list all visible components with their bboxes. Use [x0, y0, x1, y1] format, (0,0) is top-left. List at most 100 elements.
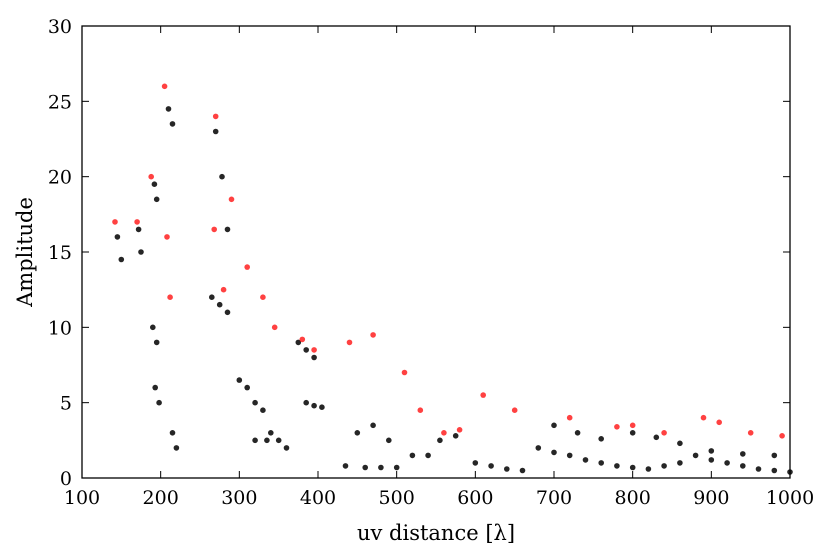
data-point: [598, 460, 604, 466]
data-point: [747, 430, 754, 436]
x-tick-label: 100: [64, 487, 100, 509]
data-point: [224, 309, 231, 316]
plot-frame: [81, 25, 791, 479]
data-point: [504, 466, 510, 472]
data-point: [173, 445, 180, 451]
data-point: [370, 422, 376, 429]
data-point: [112, 219, 118, 225]
data-point: [216, 301, 223, 308]
data-point: [152, 384, 158, 391]
data-point: [598, 436, 604, 442]
data-point: [645, 466, 652, 472]
data-point: [692, 452, 699, 459]
x-tick-label: 700: [536, 487, 572, 509]
data-point: [319, 404, 325, 411]
data-point: [551, 422, 557, 429]
y-tick-label: 0: [60, 468, 72, 490]
data-point: [169, 121, 176, 127]
data-point: [164, 234, 170, 240]
data-point: [535, 445, 542, 451]
x-tick-label: 900: [693, 487, 729, 509]
data-point: [755, 466, 762, 472]
data-point: [169, 430, 176, 436]
data-point: [244, 264, 250, 270]
data-point: [271, 324, 278, 331]
data-point: [295, 339, 302, 346]
x-tick-label: 600: [457, 487, 493, 509]
data-point: [212, 113, 219, 120]
data-point: [268, 430, 274, 436]
data-point: [311, 347, 317, 353]
data-point: [151, 181, 158, 187]
data-point: [661, 430, 667, 436]
data-point: [629, 464, 636, 471]
data-point: [677, 440, 683, 447]
data-point: [393, 464, 400, 471]
data-point: [134, 219, 140, 225]
data-point: [228, 196, 235, 203]
data-point: [566, 414, 573, 421]
data-point: [779, 433, 785, 439]
data-point: [629, 422, 636, 429]
data-point: [425, 452, 431, 459]
y-tick-label: 5: [60, 393, 72, 415]
data-point: [236, 377, 243, 383]
data-point: [346, 339, 353, 346]
x-tick-label: 200: [143, 487, 179, 509]
y-tick-label: 15: [48, 242, 72, 264]
y-axis-label: Amplitude: [13, 197, 37, 308]
data-point: [167, 294, 173, 301]
data-point: [260, 294, 266, 301]
data-point: [740, 451, 746, 457]
data-point: [472, 460, 479, 466]
data-point: [386, 437, 392, 444]
data-point: [220, 286, 227, 293]
data-point: [716, 419, 722, 426]
data-point: [135, 226, 142, 233]
data-point: [417, 407, 424, 414]
data-point: [441, 430, 447, 436]
data-point: [582, 457, 589, 463]
data-point: [708, 448, 715, 454]
x-tick-label: 500: [379, 487, 415, 509]
data-point: [212, 128, 219, 135]
data-point: [153, 339, 160, 346]
data-point: [452, 433, 459, 439]
data-point: [661, 463, 667, 469]
data-point: [409, 452, 416, 459]
data-point: [708, 457, 715, 463]
data-point: [209, 294, 215, 301]
data-point: [362, 464, 369, 471]
data-point: [165, 106, 172, 112]
data-point: [150, 324, 156, 331]
data-point: [299, 336, 306, 343]
x-axis-label: uv distance [λ]: [357, 521, 515, 545]
data-point: [153, 196, 160, 203]
data-point: [219, 173, 225, 180]
data-point: [519, 467, 526, 474]
x-tick-label: 1000: [766, 487, 814, 509]
data-point: [551, 449, 557, 456]
data-point: [771, 452, 778, 459]
data-point: [724, 460, 730, 466]
points-layer: [112, 83, 793, 475]
data-point: [574, 430, 581, 436]
data-point: [456, 427, 463, 433]
data-point: [311, 354, 317, 361]
data-point: [264, 437, 270, 444]
data-point: [370, 332, 376, 338]
data-point: [700, 414, 707, 421]
data-point: [156, 399, 162, 406]
data-point: [260, 407, 266, 414]
x-tick-label: 300: [221, 487, 257, 509]
data-point: [244, 384, 250, 391]
y-tick-label: 25: [48, 91, 72, 113]
data-point: [480, 392, 487, 398]
data-point: [114, 234, 121, 240]
data-point: [629, 430, 636, 436]
data-point: [283, 445, 290, 451]
data-point: [311, 402, 317, 409]
x-tick-label: 800: [615, 487, 651, 509]
data-point: [275, 437, 282, 444]
data-point: [653, 434, 660, 441]
